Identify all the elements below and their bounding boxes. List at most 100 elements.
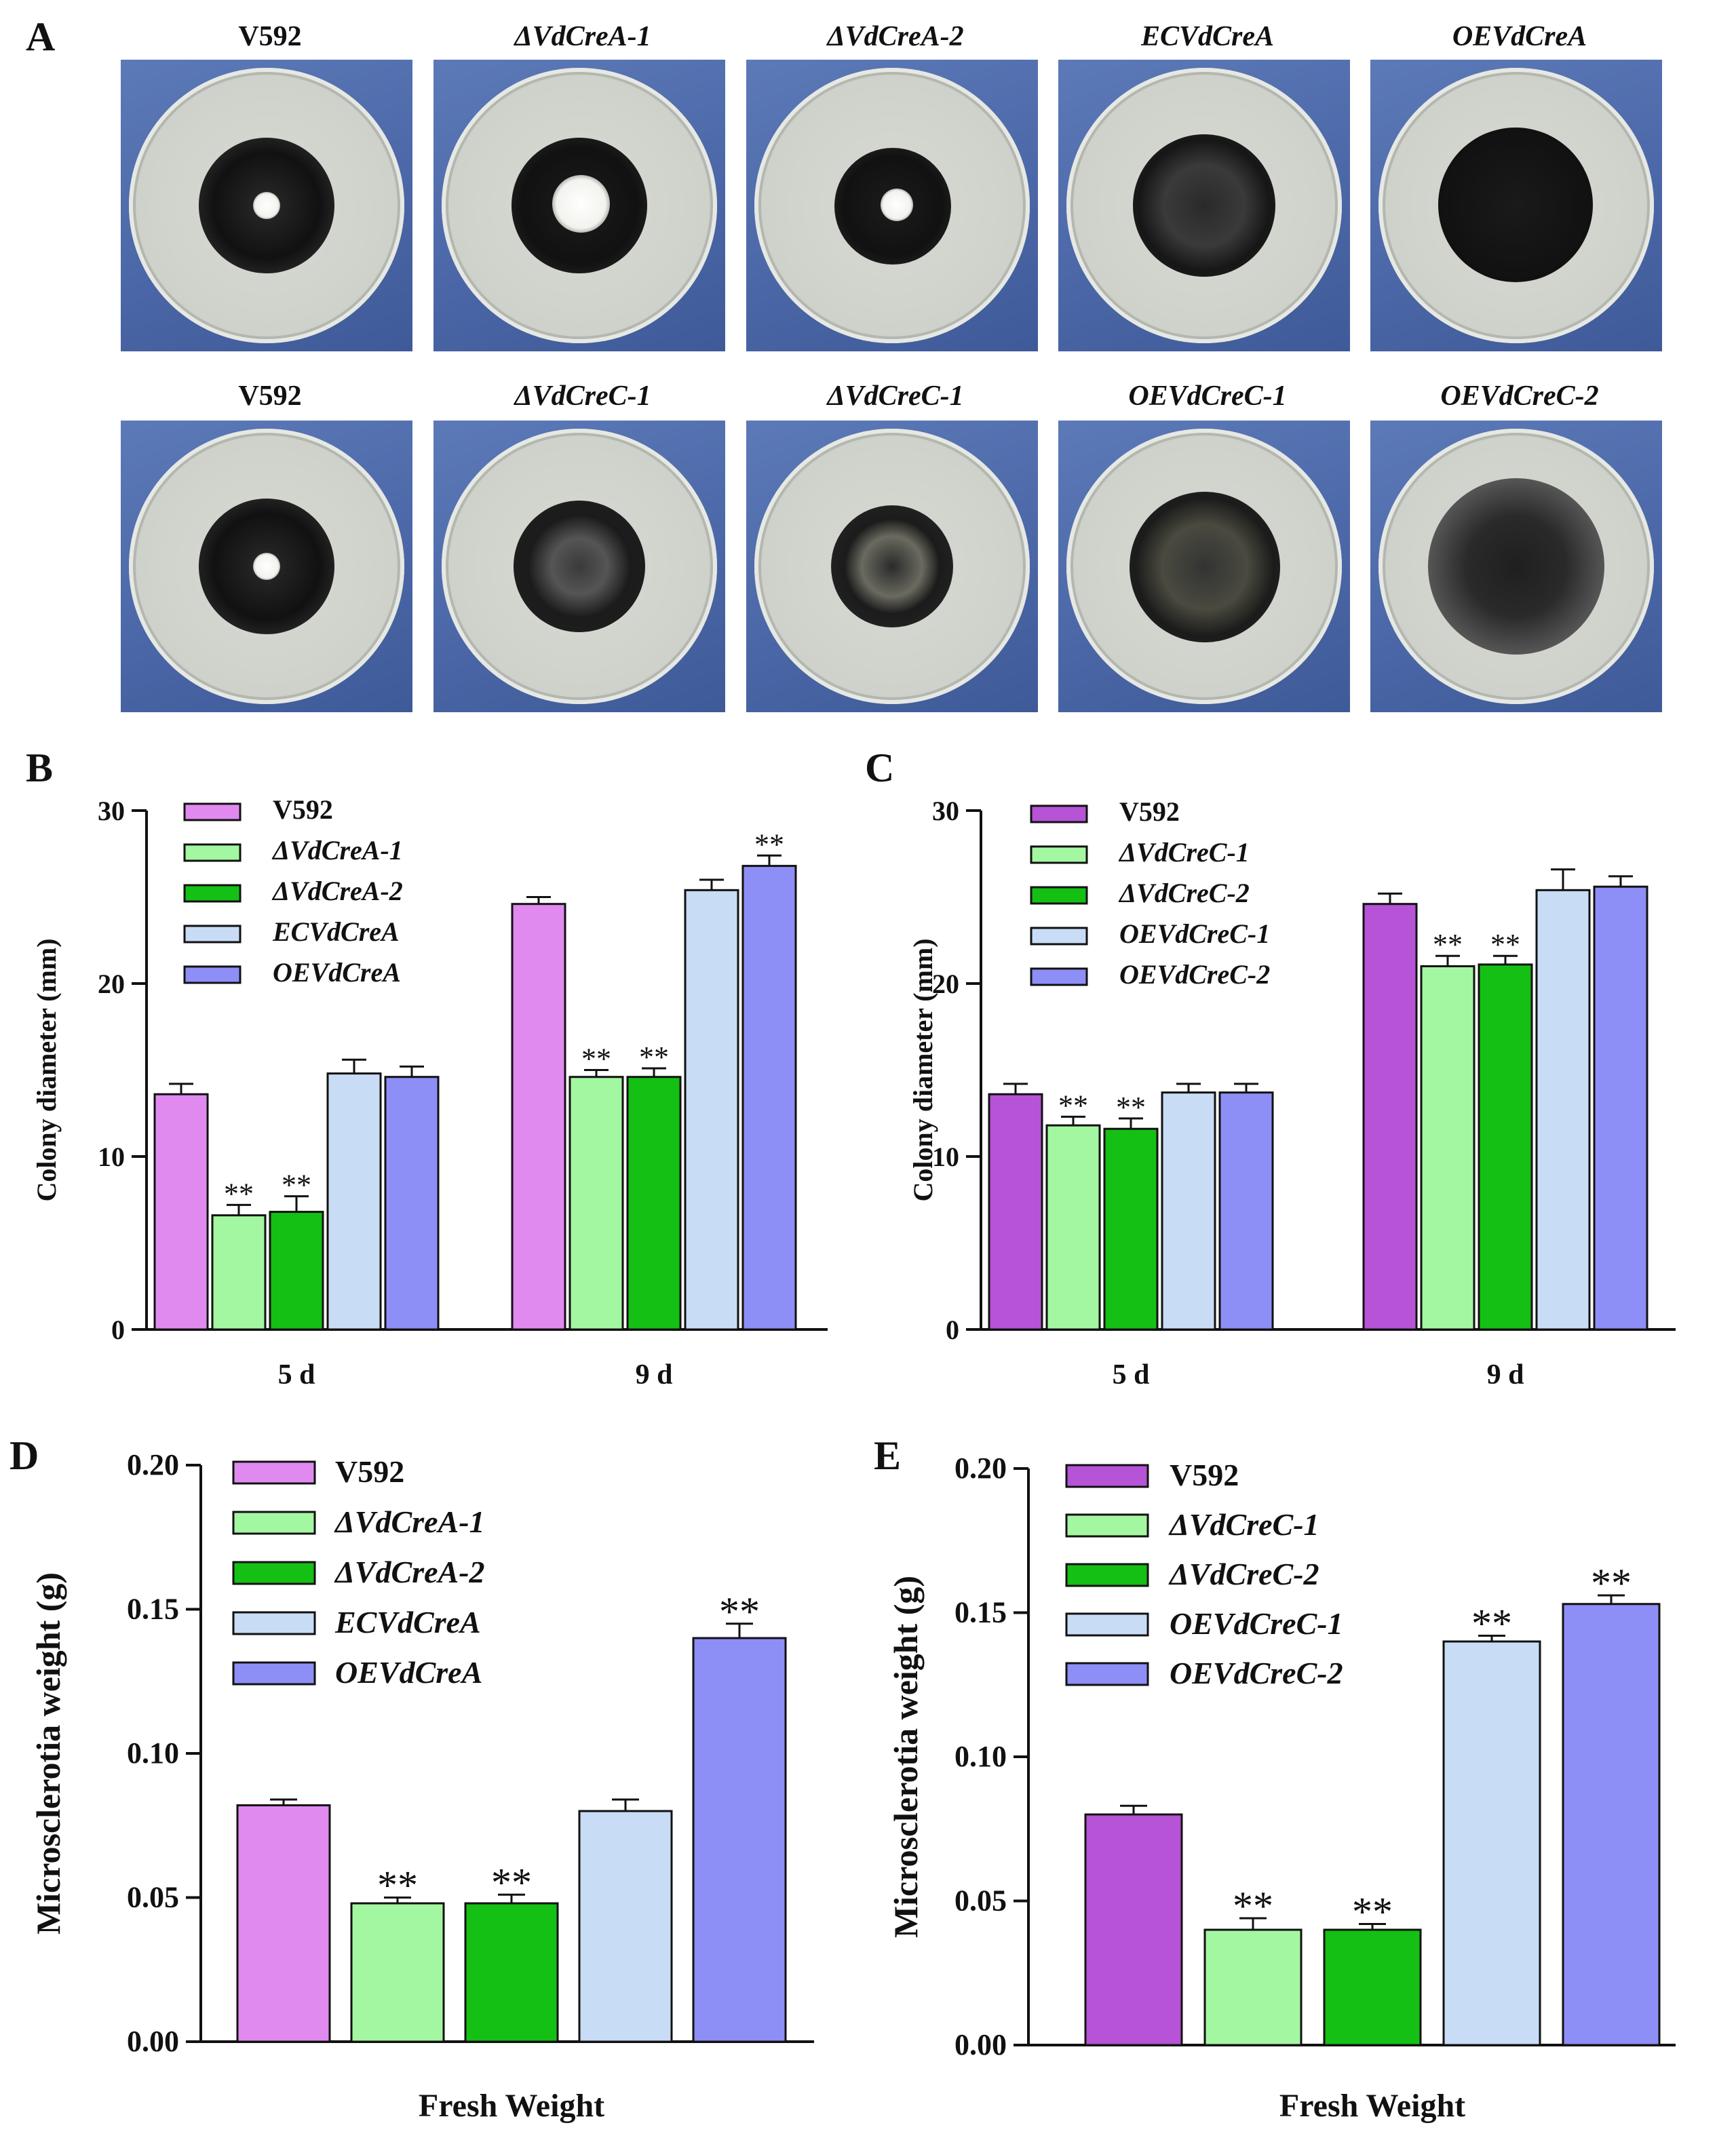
significance-label: ** <box>1352 1890 1393 1935</box>
chart-d: 0.00 0.05 0.10 0.15 0.20 Microsclerotia weigh… <box>29 1448 814 2124</box>
plate-photo-oevdcrea <box>1370 60 1662 351</box>
bar <box>988 1093 1043 1331</box>
significance-label: ** <box>224 1177 254 1210</box>
legend-swatch <box>183 802 242 821</box>
plate-label-row1-1: V592 <box>238 21 302 52</box>
legend-label: ECVdCreA <box>334 1605 481 1639</box>
y-axis-title: Colony diameter (mm) <box>31 938 62 1201</box>
y-tick-label: 0 <box>111 1315 125 1345</box>
significance-label: ** <box>282 1169 311 1202</box>
y-axis-title: Microsclerotia weight (g) <box>29 1572 67 1935</box>
y-tick-label: 0.20 <box>127 1448 179 1481</box>
y-tick-label: 0.05 <box>954 1884 1007 1918</box>
significance-label: ** <box>1490 928 1520 961</box>
y-tick-label: 0.00 <box>127 2025 179 2058</box>
bar <box>1045 1124 1101 1331</box>
y-axis-title: Colony diameter (mm) <box>908 938 938 1201</box>
plate-photo-v592-c <box>121 421 412 712</box>
plate-photo-ecvdcrea <box>1058 60 1350 351</box>
y-tick-label: 0.15 <box>127 1593 179 1626</box>
bar <box>511 903 566 1331</box>
legend-label: ECVdCreA <box>272 916 400 947</box>
bar <box>1218 1091 1274 1331</box>
legend-swatch <box>183 843 242 862</box>
significance-label: ** <box>719 1589 760 1634</box>
x-category-label: 9 d <box>1487 1359 1524 1391</box>
bar <box>236 1804 331 2043</box>
legend-swatch <box>183 884 242 903</box>
bar <box>692 1637 787 2043</box>
legend-label: V592 <box>1119 796 1180 827</box>
legend-swatch <box>1030 927 1088 946</box>
panel-label-e: E <box>874 1433 902 1478</box>
legend-swatch <box>232 1561 316 1585</box>
plate-label-row2-5: OEVdCreC-2 <box>1440 381 1599 412</box>
y-tick-label: 0.05 <box>127 1881 179 1914</box>
bar <box>1562 1603 1661 2046</box>
bar <box>1161 1091 1216 1331</box>
y-tick-label: 0 <box>946 1315 959 1345</box>
significance-label: ** <box>1116 1091 1146 1124</box>
legend-label: OEVdCreC-1 <box>1170 1606 1343 1641</box>
legend-swatch <box>1065 1612 1149 1637</box>
legend-label: ΔVdCreC-1 <box>1168 1507 1319 1542</box>
legend-swatch <box>1065 1662 1149 1686</box>
plate-label-row1-2: ΔVdCreA-1 <box>514 21 651 52</box>
x-category-label: Fresh Weight <box>419 2088 604 2124</box>
legend-swatch <box>1065 1464 1149 1488</box>
y-tick-label: 0.20 <box>954 1452 1007 1485</box>
plate-label-row2-2: ΔVdCreC-1 <box>514 381 651 412</box>
legend-swatch <box>1065 1563 1149 1587</box>
bar <box>626 1076 682 1331</box>
bar <box>1323 1928 1422 2046</box>
legend-label: ΔVdCreC-2 <box>1118 878 1250 908</box>
plate-label-row1-3: ΔVdCreA-2 <box>827 21 964 52</box>
significance-label: ** <box>1058 1089 1088 1122</box>
bar <box>1084 1813 1183 2046</box>
legend-label: ΔVdCreA-1 <box>334 1504 485 1539</box>
bar <box>1478 963 1533 1331</box>
significance-label: ** <box>491 1860 532 1905</box>
bar <box>326 1072 382 1331</box>
legend-label: ΔVdCreA-2 <box>271 876 403 906</box>
legend-label: ΔVdCreA-1 <box>271 835 403 866</box>
bar <box>1103 1127 1159 1331</box>
legend-swatch <box>1030 845 1088 864</box>
plate-label-row2-1: V592 <box>238 381 302 412</box>
significance-label: ** <box>1591 1561 1632 1606</box>
legend-swatch <box>1030 804 1088 823</box>
significance-label: ** <box>581 1043 611 1076</box>
legend-swatch <box>232 1611 316 1635</box>
bar <box>1442 1640 1541 2046</box>
legend-label: ΔVdCreA-2 <box>334 1555 485 1589</box>
legend-label: V592 <box>335 1454 404 1489</box>
y-axis-title: Microsclerotia weight (g) <box>887 1576 925 1938</box>
y-tick-label: 0.10 <box>127 1736 179 1770</box>
bar <box>350 1902 445 2043</box>
legend-swatch <box>183 925 242 944</box>
x-category-label: Fresh Weight <box>1279 2088 1465 2124</box>
legend-label: ΔVdCreC-1 <box>1118 837 1250 868</box>
y-tick-label: 0.10 <box>954 1740 1007 1773</box>
plate-photo-oevdcrec-2 <box>1370 421 1662 712</box>
legend-label: OEVdCreA <box>335 1655 482 1690</box>
legend-swatch <box>232 1460 316 1485</box>
panel-label-b: B <box>26 745 54 790</box>
legend-label: OEVdCreC-1 <box>1119 918 1270 949</box>
plate-label-row2-4: OEVdCreC-1 <box>1128 381 1287 412</box>
chart-b: 0 10 20 30 Colony diameter (mm) 5 d ** ** 9 d ** *… <box>31 794 828 1391</box>
y-tick-label: 20 <box>98 969 125 999</box>
bar <box>1535 889 1591 1331</box>
bar <box>153 1093 209 1331</box>
panel-label-c: C <box>865 745 895 790</box>
legend-label: OEVdCreC-2 <box>1170 1656 1343 1690</box>
y-tick-label: 30 <box>932 796 959 826</box>
bar <box>684 889 739 1331</box>
plate-label-row1-4: ECVdCreA <box>1140 21 1275 52</box>
plate-photo-oevdcrec-1 <box>1058 421 1350 712</box>
bar <box>1420 965 1475 1331</box>
plate-photo-dvdcrea-1 <box>433 60 725 351</box>
legend-label: OEVdCreA <box>273 957 401 988</box>
legend-label: ΔVdCreC-2 <box>1168 1557 1319 1591</box>
bar <box>269 1211 324 1331</box>
